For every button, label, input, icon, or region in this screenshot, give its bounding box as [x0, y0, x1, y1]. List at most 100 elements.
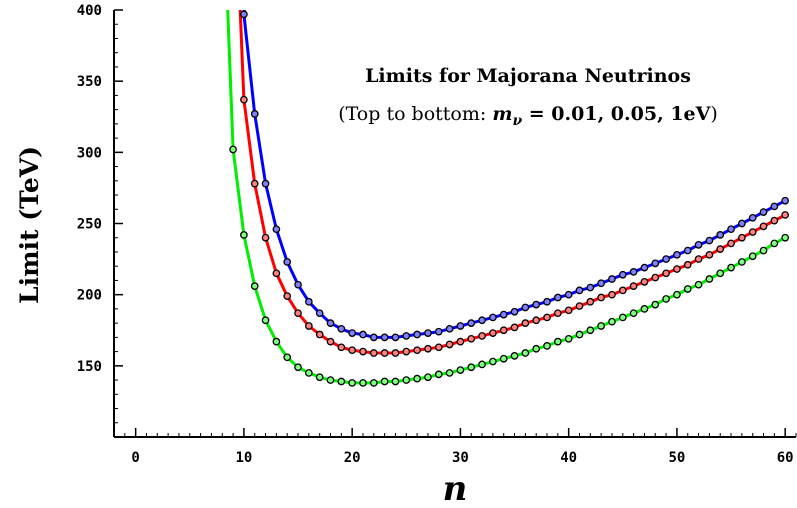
data-point: [272, 225, 281, 234]
data-point: [564, 290, 573, 299]
data-point: [651, 259, 660, 268]
data-point: [283, 258, 292, 266]
data-point: [402, 376, 411, 384]
data-point: [553, 309, 562, 318]
data-point: [705, 250, 714, 259]
data-point: [305, 297, 313, 306]
data-point: [261, 316, 270, 325]
data-point: [738, 219, 746, 228]
data-point: [575, 286, 584, 295]
data-point: [424, 329, 432, 337]
data-point: [478, 332, 486, 340]
y-axis-label: Limit (TeV): [15, 146, 44, 304]
x-tick-label: 50: [668, 450, 685, 466]
data-point: [240, 10, 248, 19]
data-point: [445, 324, 454, 333]
data-point: [326, 337, 335, 346]
y-tick-label: 350: [77, 74, 102, 90]
data-point: [608, 317, 616, 326]
data-point: [521, 303, 530, 312]
data-point: [445, 340, 454, 349]
subtitle-values: = 0.01, 0.05, 1eV: [522, 103, 711, 125]
data-point: [575, 302, 584, 310]
ticks: 0 10 20 30 40 50 60 150 200 250 300 350 400: [77, 3, 797, 466]
data-point: [748, 213, 757, 222]
data-point: [489, 329, 497, 337]
y-tick-label: 300: [77, 145, 102, 161]
data-point: [294, 363, 302, 372]
data-point: [359, 330, 367, 339]
data-point: [413, 346, 421, 355]
data-point: [543, 297, 551, 306]
data-point: [662, 269, 670, 278]
data-point: [380, 377, 389, 386]
data-point: [553, 337, 562, 346]
data-point: [250, 282, 259, 290]
data-point: [673, 265, 681, 273]
data-point: [424, 373, 432, 382]
data-point: [770, 239, 779, 248]
data-point: [272, 337, 281, 346]
data-point: [413, 374, 421, 383]
data-point: [597, 322, 605, 330]
data-point: [510, 323, 519, 332]
data-point: [337, 343, 346, 352]
chart-subtitle: (Top to bottom: mν = 0.01, 0.05, 1eV): [338, 103, 718, 129]
data-point: [553, 293, 562, 302]
data-point: [629, 282, 638, 290]
data-point: [380, 349, 389, 357]
y-tick-label: 250: [77, 217, 102, 233]
data-point: [748, 252, 757, 261]
x-tick-label: 30: [452, 450, 469, 466]
data-point: [683, 246, 692, 255]
subtitle-prefix: (Top to bottom:: [338, 103, 492, 125]
data-point: [499, 310, 508, 319]
subtitle-suffix: ): [710, 103, 717, 125]
data-point: [597, 293, 605, 302]
data-point: [326, 376, 335, 384]
data-point: [391, 377, 400, 386]
data-point: [359, 379, 367, 387]
data-point: [748, 228, 757, 236]
y-tick-label: 150: [77, 359, 102, 375]
data-point: [727, 239, 735, 248]
data-point: [489, 357, 497, 366]
data-point: [651, 300, 660, 309]
data-point: [337, 324, 346, 333]
data-point: [348, 346, 357, 355]
data-point: [770, 202, 779, 211]
data-point: [629, 309, 638, 318]
x-tick-label: 40: [560, 450, 577, 466]
data-point: [738, 258, 746, 266]
data-point: [369, 333, 378, 342]
data-point: [348, 379, 357, 387]
data-point: [683, 260, 692, 269]
data-point: [250, 110, 259, 118]
data-point: [369, 379, 378, 387]
data-point: [305, 369, 313, 377]
data-point: [694, 280, 703, 289]
data-point: [662, 295, 670, 303]
series-line: [242, 10, 786, 339]
data-point: [413, 330, 421, 339]
data-point: [359, 347, 367, 356]
data-point: [305, 322, 313, 330]
data-point: [380, 333, 389, 342]
data-point: [629, 268, 638, 276]
data-point: [337, 377, 346, 386]
data-point: [499, 354, 508, 363]
markers: [229, 10, 790, 387]
y-tick-label: 200: [77, 288, 102, 304]
data-point: [532, 316, 541, 325]
data-point: [608, 275, 616, 283]
data-point: [716, 245, 725, 253]
data-point: [250, 179, 259, 188]
data-point: [759, 246, 768, 255]
data-point: [586, 297, 595, 306]
data-point: [564, 334, 573, 343]
data-point: [434, 370, 443, 379]
data-point: [640, 305, 649, 313]
data-point: [694, 241, 703, 249]
data-point: [229, 145, 237, 154]
